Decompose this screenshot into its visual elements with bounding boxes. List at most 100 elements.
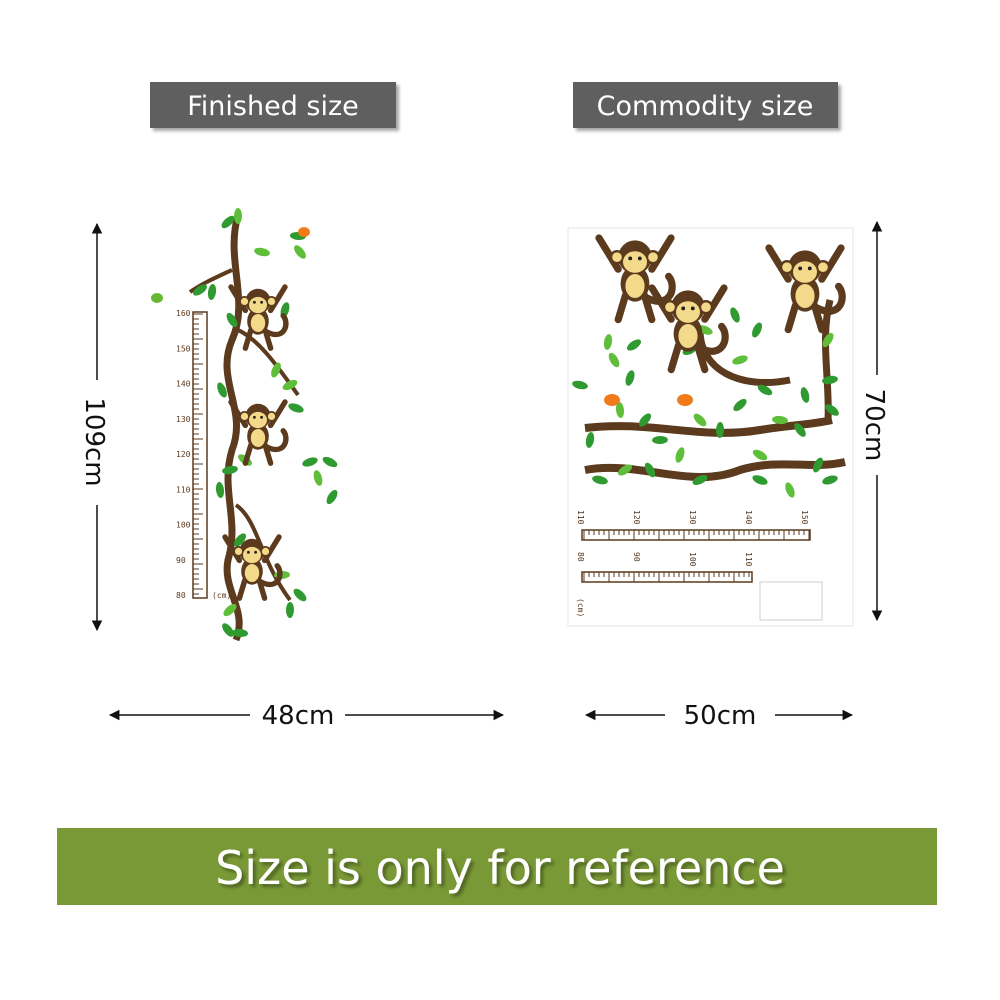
- leaf: [585, 432, 595, 448]
- ruler-label: 90: [176, 556, 186, 565]
- ruler-label: 130: [176, 415, 191, 424]
- ruler-unit: (cm): [576, 598, 585, 617]
- leaf: [757, 384, 773, 396]
- leaf: [615, 402, 625, 418]
- leaf: [752, 322, 762, 338]
- ruler-label: 150: [800, 510, 809, 525]
- monkey-face: [623, 251, 647, 273]
- monkey-belly: [250, 429, 266, 447]
- monkey: [595, 234, 676, 324]
- leaf: [644, 462, 656, 478]
- monkey: [765, 244, 846, 334]
- ruler-label: 110: [176, 485, 191, 494]
- bird: [151, 293, 163, 303]
- ruler-ticks: [193, 313, 203, 595]
- bird: [677, 394, 693, 406]
- ruler-labels: 110 120 130 140 150 80 90 100 110: [576, 510, 809, 567]
- rulers: [581, 529, 823, 621]
- vine: [223, 214, 243, 642]
- height-label: 109cm: [79, 397, 109, 486]
- leaf: [732, 355, 748, 365]
- thumbnail: [759, 581, 823, 621]
- label: Finished size: [187, 91, 359, 122]
- leaf: [693, 413, 707, 427]
- branch: [584, 416, 833, 437]
- leaf: [222, 465, 238, 475]
- monkey-eye: [260, 415, 264, 419]
- leaf: [288, 403, 304, 413]
- ruler-unit: (cm): [212, 591, 231, 600]
- leaf: [772, 415, 788, 425]
- ruler-labels: 160 150 140 130 120 110 100 90 80: [176, 309, 191, 600]
- leaf: [215, 482, 225, 498]
- monkey-ear: [779, 259, 795, 275]
- monkey-belly: [795, 284, 815, 308]
- monkey-eye: [252, 300, 256, 304]
- monkey-ear: [645, 249, 661, 265]
- monkey-belly: [244, 564, 260, 582]
- leaf: [603, 334, 613, 350]
- leaf: [608, 352, 620, 368]
- ruler-label: 80: [576, 552, 585, 562]
- leaf: [733, 398, 747, 412]
- leaf: [232, 628, 248, 638]
- monkey-belly: [678, 324, 698, 348]
- monkey-eye: [246, 550, 250, 554]
- monkey-ear: [266, 295, 277, 307]
- monkeys: [572, 234, 846, 498]
- bird: [298, 227, 310, 237]
- leaf: [234, 208, 242, 224]
- leaf: [313, 470, 323, 486]
- monkey-limb: [595, 234, 676, 324]
- ruler-label: 100: [688, 552, 697, 567]
- monkey-eye: [252, 415, 256, 419]
- width-label: 50cm: [684, 701, 757, 731]
- monkey-eye: [637, 256, 642, 261]
- leaf: [254, 247, 270, 257]
- monkey-eye: [628, 256, 633, 261]
- leaf: [825, 404, 839, 416]
- monkey: [648, 284, 729, 374]
- label-box: [150, 82, 396, 128]
- leaf: [207, 284, 217, 300]
- leaf: [572, 380, 588, 390]
- leaf: [226, 312, 238, 328]
- monkey-eye: [690, 306, 695, 311]
- leaf: [675, 447, 685, 463]
- ruler-label: 110: [744, 552, 753, 567]
- banner: [57, 828, 937, 905]
- leaf: [812, 457, 824, 473]
- width-label: 48cm: [262, 701, 335, 731]
- leaf: [223, 603, 237, 617]
- monkey: [228, 399, 289, 466]
- leaf: [294, 245, 306, 259]
- monkey-belly: [625, 274, 645, 298]
- monkey-ear: [233, 545, 244, 557]
- monkey-ear: [815, 259, 831, 275]
- monkey-ear: [609, 249, 625, 265]
- leaf: [800, 387, 810, 403]
- leaf: [222, 623, 234, 637]
- leaf: [302, 457, 318, 467]
- ruler-label: 140: [176, 380, 191, 389]
- monkey: [222, 534, 283, 601]
- leaf: [625, 370, 635, 386]
- monkey-limb: [222, 534, 283, 601]
- leaf: [822, 375, 838, 385]
- monkey-limb: [228, 284, 289, 351]
- leaf: [752, 449, 768, 461]
- leaf: [652, 435, 668, 445]
- leaf: [715, 422, 725, 438]
- leaf: [785, 482, 795, 498]
- vine-art: [151, 208, 338, 642]
- label-box: [573, 82, 838, 128]
- leaf: [692, 475, 708, 485]
- ruler: [581, 529, 811, 541]
- leaf: [234, 533, 246, 547]
- monkey-belly: [250, 314, 266, 332]
- ruler-label: 110: [576, 510, 585, 525]
- ruler: [581, 571, 753, 583]
- monkey-face: [249, 296, 267, 314]
- leaf: [326, 489, 338, 505]
